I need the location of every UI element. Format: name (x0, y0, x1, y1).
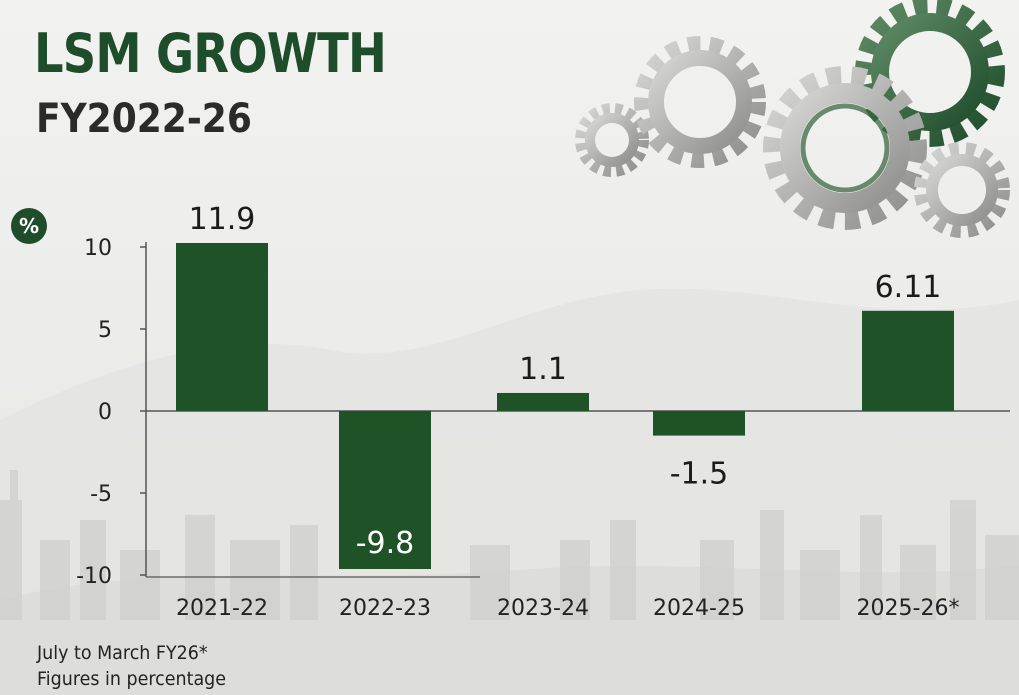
bar (176, 243, 268, 411)
data-label: 1.1 (519, 352, 567, 387)
chart-bars (176, 243, 954, 569)
x-tick-label: 2021-22 (176, 596, 268, 621)
data-label: 6.11 (875, 270, 942, 305)
x-tick-label: 2024-25 (653, 596, 745, 621)
y-tick-label: -5 (90, 482, 112, 507)
bar (497, 392, 589, 411)
gear-icon (763, 66, 927, 230)
data-label: -9.8 (356, 526, 415, 561)
data-label: 11.9 (189, 202, 256, 237)
footnote-period: July to March FY26* (37, 642, 208, 664)
x-tick-label: 2022-23 (339, 596, 431, 621)
chart-labels: 11.9 2021-22 -9.8 2022-23 1.1 2023-24 -1.5 2024… (176, 202, 959, 621)
bar (653, 411, 745, 436)
chart-subtitle: FY2022-26 (36, 96, 252, 142)
gear-icon (575, 103, 649, 177)
gear-icon (634, 36, 766, 168)
data-label: -1.5 (670, 457, 729, 492)
footnote-units: Figures in percentage (37, 668, 227, 690)
y-tick-label: 0 (98, 400, 112, 425)
gear-icon (914, 142, 1010, 238)
y-tick-label: 5 (98, 318, 112, 343)
y-tick-label: 10 (84, 236, 112, 261)
y-tick-label: -10 (76, 564, 112, 589)
x-tick-label: 2023-24 (497, 596, 589, 621)
unit-badge: % (11, 208, 47, 244)
chart-axes: 10 5 0 -5 -10 (76, 236, 1010, 589)
bar (339, 411, 431, 569)
bar (862, 310, 954, 411)
chart-title: LSM GROWTH (34, 22, 387, 85)
x-tick-label: 2025-26* (857, 596, 960, 621)
